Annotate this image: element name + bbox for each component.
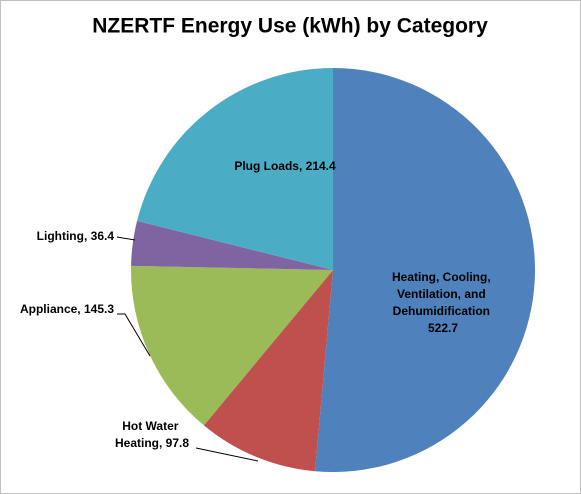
pie-slice — [203, 270, 333, 472]
chart-title: NZERTF Energy Use (kWh) by Category — [92, 15, 488, 38]
data-label-line: Heating, Cooling, — [392, 270, 494, 284]
data-label: Appliance, 145.3 — [20, 302, 114, 316]
data-label-line: Dehumidification — [393, 304, 494, 318]
pie-slice — [131, 220, 333, 270]
leader-line — [116, 236, 136, 241]
pie-slice — [315, 68, 536, 473]
leader-line — [117, 313, 151, 357]
pie-slice — [137, 68, 333, 270]
data-label: Plug Loads, 214.4 — [234, 159, 336, 173]
data-label-line: Ventilation, and — [397, 287, 489, 301]
data-label-line: 522.7 — [428, 321, 458, 335]
data-label: Heating, Cooling, Ventilation, and Dehum… — [392, 270, 494, 335]
data-label-line: Hot Water — [122, 419, 182, 433]
leader-line — [195, 447, 259, 462]
data-label-line: Plug Loads, 214.4 — [234, 159, 336, 173]
data-label-line: Heating, 97.8 — [115, 436, 189, 450]
data-label: Lighting, 36.4 — [37, 229, 115, 243]
data-label-line: Appliance, 145.3 — [20, 302, 114, 316]
data-label: Hot Water Heating, 97.8 — [115, 419, 189, 450]
data-label-line: Lighting, 36.4 — [37, 229, 115, 243]
pie-slice — [130, 265, 333, 426]
